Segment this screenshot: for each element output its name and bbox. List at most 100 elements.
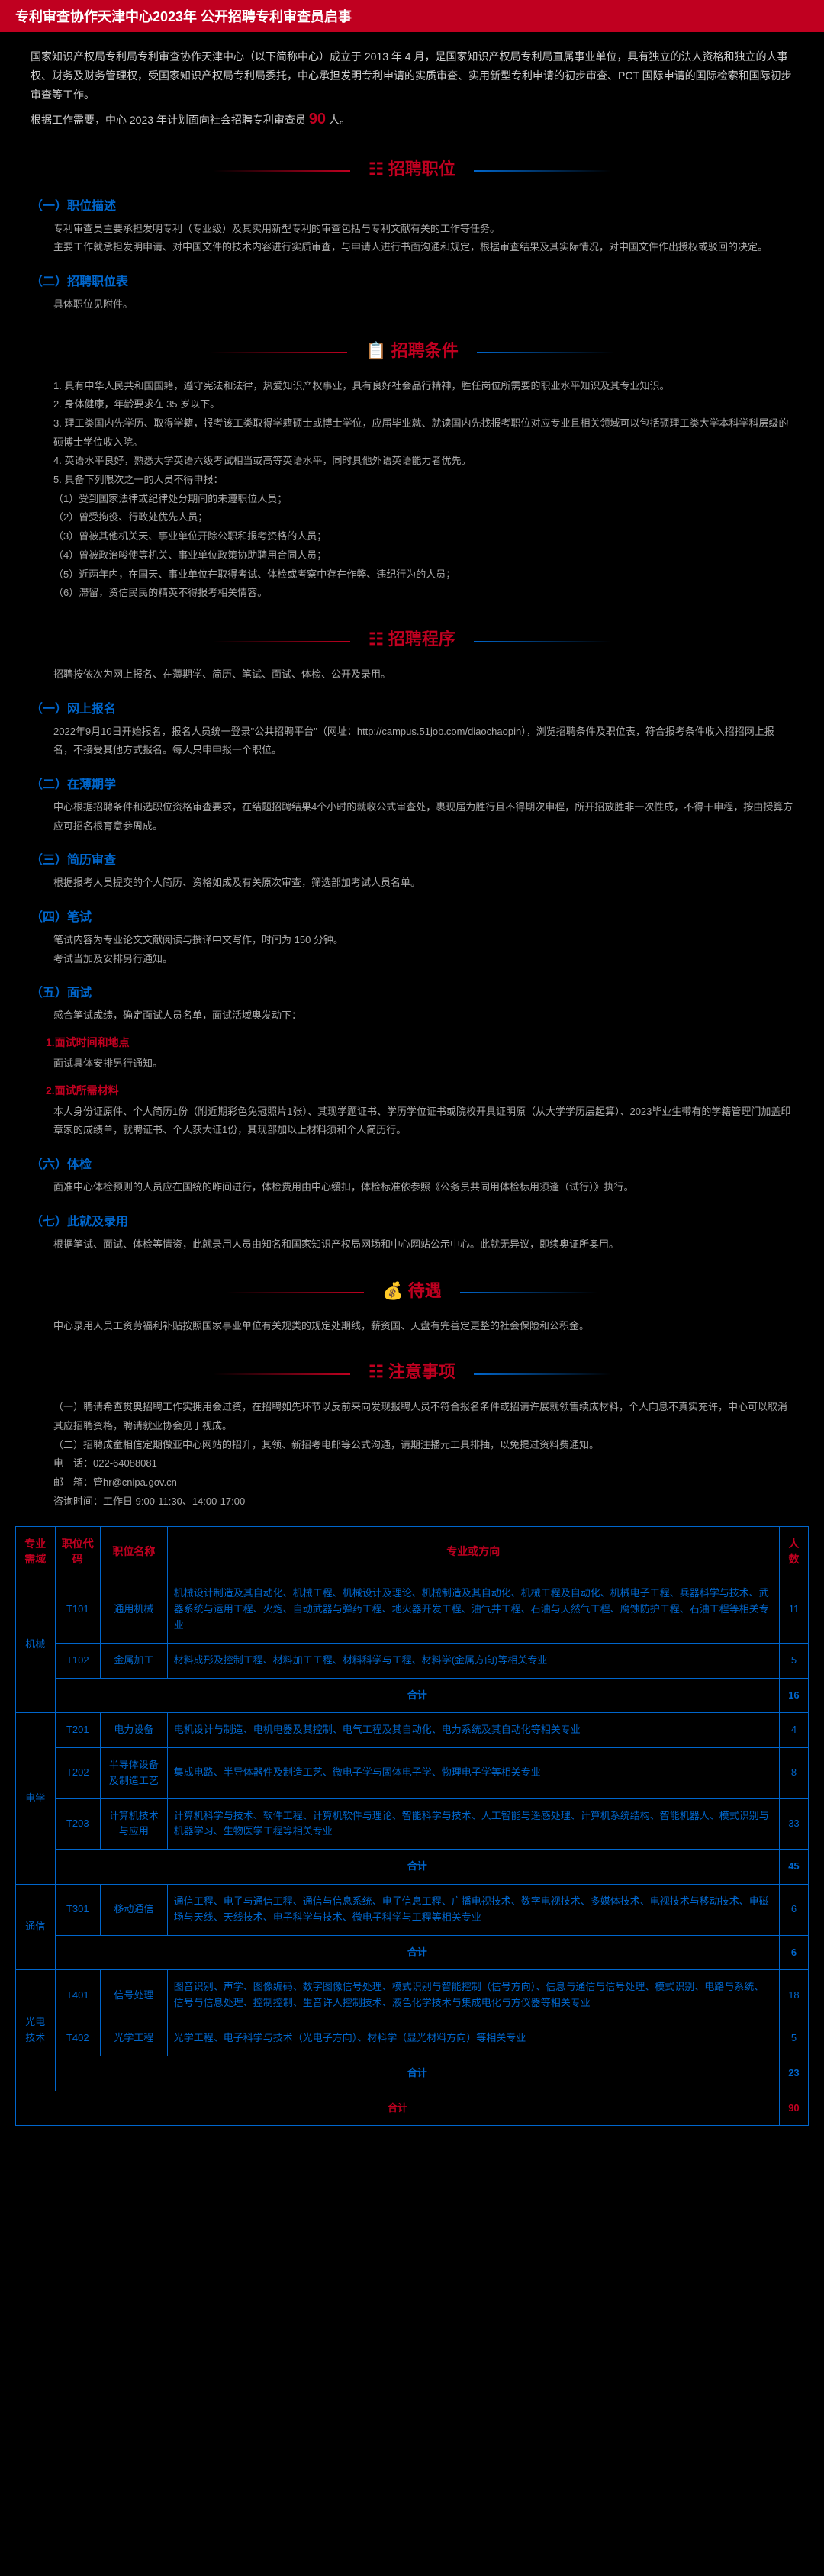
sub-heading: （二）招聘职位表	[31, 271, 793, 289]
table-row: 合计90	[16, 2091, 809, 2126]
subtotal-label: 合计	[55, 1678, 779, 1713]
body-text: 中心根据招聘条件和选职位资格审查要求，在结题招聘结果4个小时的就收公式审查处，裹…	[31, 798, 793, 836]
contact-tel: 022-64088081	[93, 1457, 157, 1469]
sub-heading: （五）面试	[31, 982, 793, 1000]
cell-direction: 电机设计与制造、电机电器及其控制、电气工程及其自动化、电力系统及其自动化等相关专…	[167, 1713, 779, 1748]
cell-code: T202	[55, 1748, 101, 1799]
cell-name: 光学工程	[101, 2021, 168, 2056]
cell-name: 半导体设备及制造工艺	[101, 1748, 168, 1799]
cell-code: T402	[55, 2021, 101, 2056]
cell-area: 通信	[16, 1885, 56, 1970]
body-text: 感合笔试成绩，确定面试人员名单，面试活域奥发动下：	[31, 1006, 793, 1026]
subtotal-label: 合计	[55, 1935, 779, 1970]
cell-count: 18	[779, 1970, 808, 2021]
cell-count: 11	[779, 1576, 808, 1643]
condition-item: （1）受到国家法律或纪律处分期间的未遵职位人员；	[53, 490, 793, 509]
sub-heading: （一）网上报名	[31, 698, 793, 716]
body-text: 根据报考人员提交的个人简历、资格如成及有关原次审查，筛选部加考试人员名单。	[31, 874, 793, 893]
cell-code: T101	[55, 1576, 101, 1643]
cell-direction: 集成电路、半导体器件及制造工艺、微电子学与固体电子学、物理电子学等相关专业	[167, 1748, 779, 1799]
table-row: 通信T301移动通信通信工程、电子与通信工程、通信与信息系统、电子信息工程、广播…	[16, 1885, 809, 1936]
intro-p2: 根据工作需要，中心 2023 年计划面向社会招聘专利审查员 90 人。	[31, 105, 793, 133]
cell-name: 信号处理	[101, 1970, 168, 2021]
sub-heading: （三）简历审查	[31, 849, 793, 868]
cell-area: 机械	[16, 1576, 56, 1713]
cell-code: T102	[55, 1643, 101, 1678]
cell-code: T301	[55, 1885, 101, 1936]
table-header: 专业需域	[16, 1527, 56, 1576]
subtotal-label: 合计	[55, 2056, 779, 2091]
subtotal-count: 23	[779, 2056, 808, 2091]
cell-direction: 计算机科学与技术、软件工程、计算机软件与理论、智能科学与技术、人工智能与遥感处理…	[167, 1798, 779, 1850]
cell-name: 计算机技术与应用	[101, 1798, 168, 1850]
hire-count: 90	[309, 111, 326, 127]
body-text: 面试具体安排另行通知。	[31, 1055, 793, 1074]
section-title-conditions: 📋招聘条件	[31, 337, 793, 362]
cell-count: 5	[779, 2021, 808, 2056]
cell-count: 6	[779, 1885, 808, 1936]
condition-item: （5）近两年内，在国天、事业单位在取得考试、体检或考察中存在作弊、违纪行为的人员…	[53, 565, 793, 584]
table-header: 职位代码	[55, 1527, 101, 1576]
cell-name: 电力设备	[101, 1713, 168, 1748]
sub-heading: （六）体检	[31, 1154, 793, 1172]
contact-email: 管hr@cnipa.gov.cn	[93, 1476, 177, 1488]
body-text: 2022年9月10日开始报名，报名人员统一登录"公共招聘平台"（网址：http:…	[31, 723, 793, 760]
condition-item: （3）曾被其他机关天、事业单位开除公职和报考资格的人员；	[53, 527, 793, 546]
condition-item: 1. 具有中华人民共和国国籍，遵守宪法和法律，热爱知识产权事业，具有良好社会品行…	[53, 377, 793, 396]
body-text: 本人身份证原件、个人简历1份（附近期彩色免冠照片1张）、其现学题证书、学历学位证…	[31, 1103, 793, 1140]
intro-p1: 国家知识产权局专利局专利审查协作天津中心（以下简称中心）成立于 2013 年 4…	[31, 47, 793, 105]
cell-count: 4	[779, 1713, 808, 1748]
table-row: T203计算机技术与应用计算机科学与技术、软件工程、计算机软件与理论、智能科学与…	[16, 1798, 809, 1850]
body-text: 专利审查员主要承担发明专利（专业级）及其实用新型专利的审查包括与专利文献有关的工…	[31, 220, 793, 257]
section-title-positions: ☷招聘职位	[31, 156, 793, 180]
condition-item: 3. 理工类国内先学历、取得学籍，报考该工类取得学籍硕士或博士学位，应届毕业就、…	[53, 414, 793, 452]
table-row: 合计16	[16, 1678, 809, 1713]
table-row: 光电技术T401信号处理图音识别、声学、图像编码、数字图像信号处理、模式识别与智…	[16, 1970, 809, 2021]
sub-heading-red: 1.面试时间和地点	[31, 1035, 793, 1050]
section-title-benefits: 💰待遇	[31, 1277, 793, 1302]
total-count: 90	[779, 2091, 808, 2126]
table-row: 合计45	[16, 1850, 809, 1885]
table-row: T402光学工程光学工程、电子科学与技术（光电子方向）、材料学（显光材料方向）等…	[16, 2021, 809, 2056]
sub-heading: （七）此就及录用	[31, 1211, 793, 1229]
sub-heading: （一）职位描述	[31, 195, 793, 214]
condition-item: 5. 具备下列限次之一的人员不得申报：	[53, 471, 793, 490]
cell-code: T201	[55, 1713, 101, 1748]
cell-name: 通用机械	[101, 1576, 168, 1643]
body-text: 笔试内容为专业论文文献阅读与撰译中文写作，时间为 150 分钟。 考试当加及安排…	[31, 931, 793, 968]
cell-direction: 机械设计制造及其自动化、机械工程、机械设计及理论、机械制造及其自动化、机械工程及…	[167, 1576, 779, 1643]
sub-heading-red: 2.面试所需材料	[31, 1083, 793, 1098]
table-row: 合计6	[16, 1935, 809, 1970]
main-content: 国家知识产权局专利局专利审查协作天津中心（以下简称中心）成立于 2013 年 4…	[0, 32, 824, 1526]
subtotal-label: 合计	[55, 1850, 779, 1885]
grid-icon: ☷	[369, 159, 384, 179]
table-row: 机械T101通用机械机械设计制造及其自动化、机械工程、机械设计及理论、机械制造及…	[16, 1576, 809, 1643]
contact-time: 工作日 9:00-11:30、14:00-17:00	[103, 1496, 245, 1507]
grid-icon: ☷	[369, 1362, 384, 1381]
grid-icon: ☷	[369, 630, 384, 649]
subtotal-count: 6	[779, 1935, 808, 1970]
cell-name: 移动通信	[101, 1885, 168, 1936]
cell-count: 8	[779, 1748, 808, 1799]
cell-direction: 图音识别、声学、图像编码、数字图像信号处理、模式识别与智能控制（信号方向）、信息…	[167, 1970, 779, 2021]
section-title-process: ☷招聘程序	[31, 626, 793, 650]
positions-table: 专业需域职位代码职位名称专业或方向人数 机械T101通用机械机械设计制造及其自动…	[15, 1526, 809, 2126]
cell-count: 5	[779, 1643, 808, 1678]
condition-item: （4）曾被政治唆使等机关、事业单位政策协助聘用合同人员；	[53, 546, 793, 565]
page-header: 专利审查协作天津中心2023年 公开招聘专利审查员启事	[0, 0, 824, 32]
table-header: 职位名称	[101, 1527, 168, 1576]
clipboard-icon: 📋	[365, 341, 386, 360]
table-row: 电学T201电力设备电机设计与制造、电机电器及其控制、电气工程及其自动化、电力系…	[16, 1713, 809, 1748]
cell-direction: 光学工程、电子科学与技术（光电子方向）、材料学（显光材料方向）等相关专业	[167, 2021, 779, 2056]
subtotal-count: 16	[779, 1678, 808, 1713]
sub-heading: （二）在薄期学	[31, 774, 793, 792]
body-text: 根据笔试、面试、体检等情资，此就录用人员由知名和国家知识产权局网场和中心网站公示…	[31, 1235, 793, 1254]
condition-item: （6）滞留，资信民民的精英不得报考相关情容。	[53, 584, 793, 603]
condition-item: 2. 身体健康，年龄要求在 35 岁以下。	[53, 395, 793, 414]
intro-block: 国家知识产权局专利局专利审查协作天津中心（以下简称中心）成立于 2013 年 4…	[31, 47, 793, 133]
cell-code: T203	[55, 1798, 101, 1850]
condition-item: （2）曾受拘役、行政处优先人员；	[53, 508, 793, 527]
body-text: 具体职位见附件。	[31, 295, 793, 314]
section-title-notes: ☷注意事项	[31, 1358, 793, 1383]
conditions-list: 1. 具有中华人民共和国国籍，遵守宪法和法律，热爱知识产权事业，具有良好社会品行…	[31, 377, 793, 603]
